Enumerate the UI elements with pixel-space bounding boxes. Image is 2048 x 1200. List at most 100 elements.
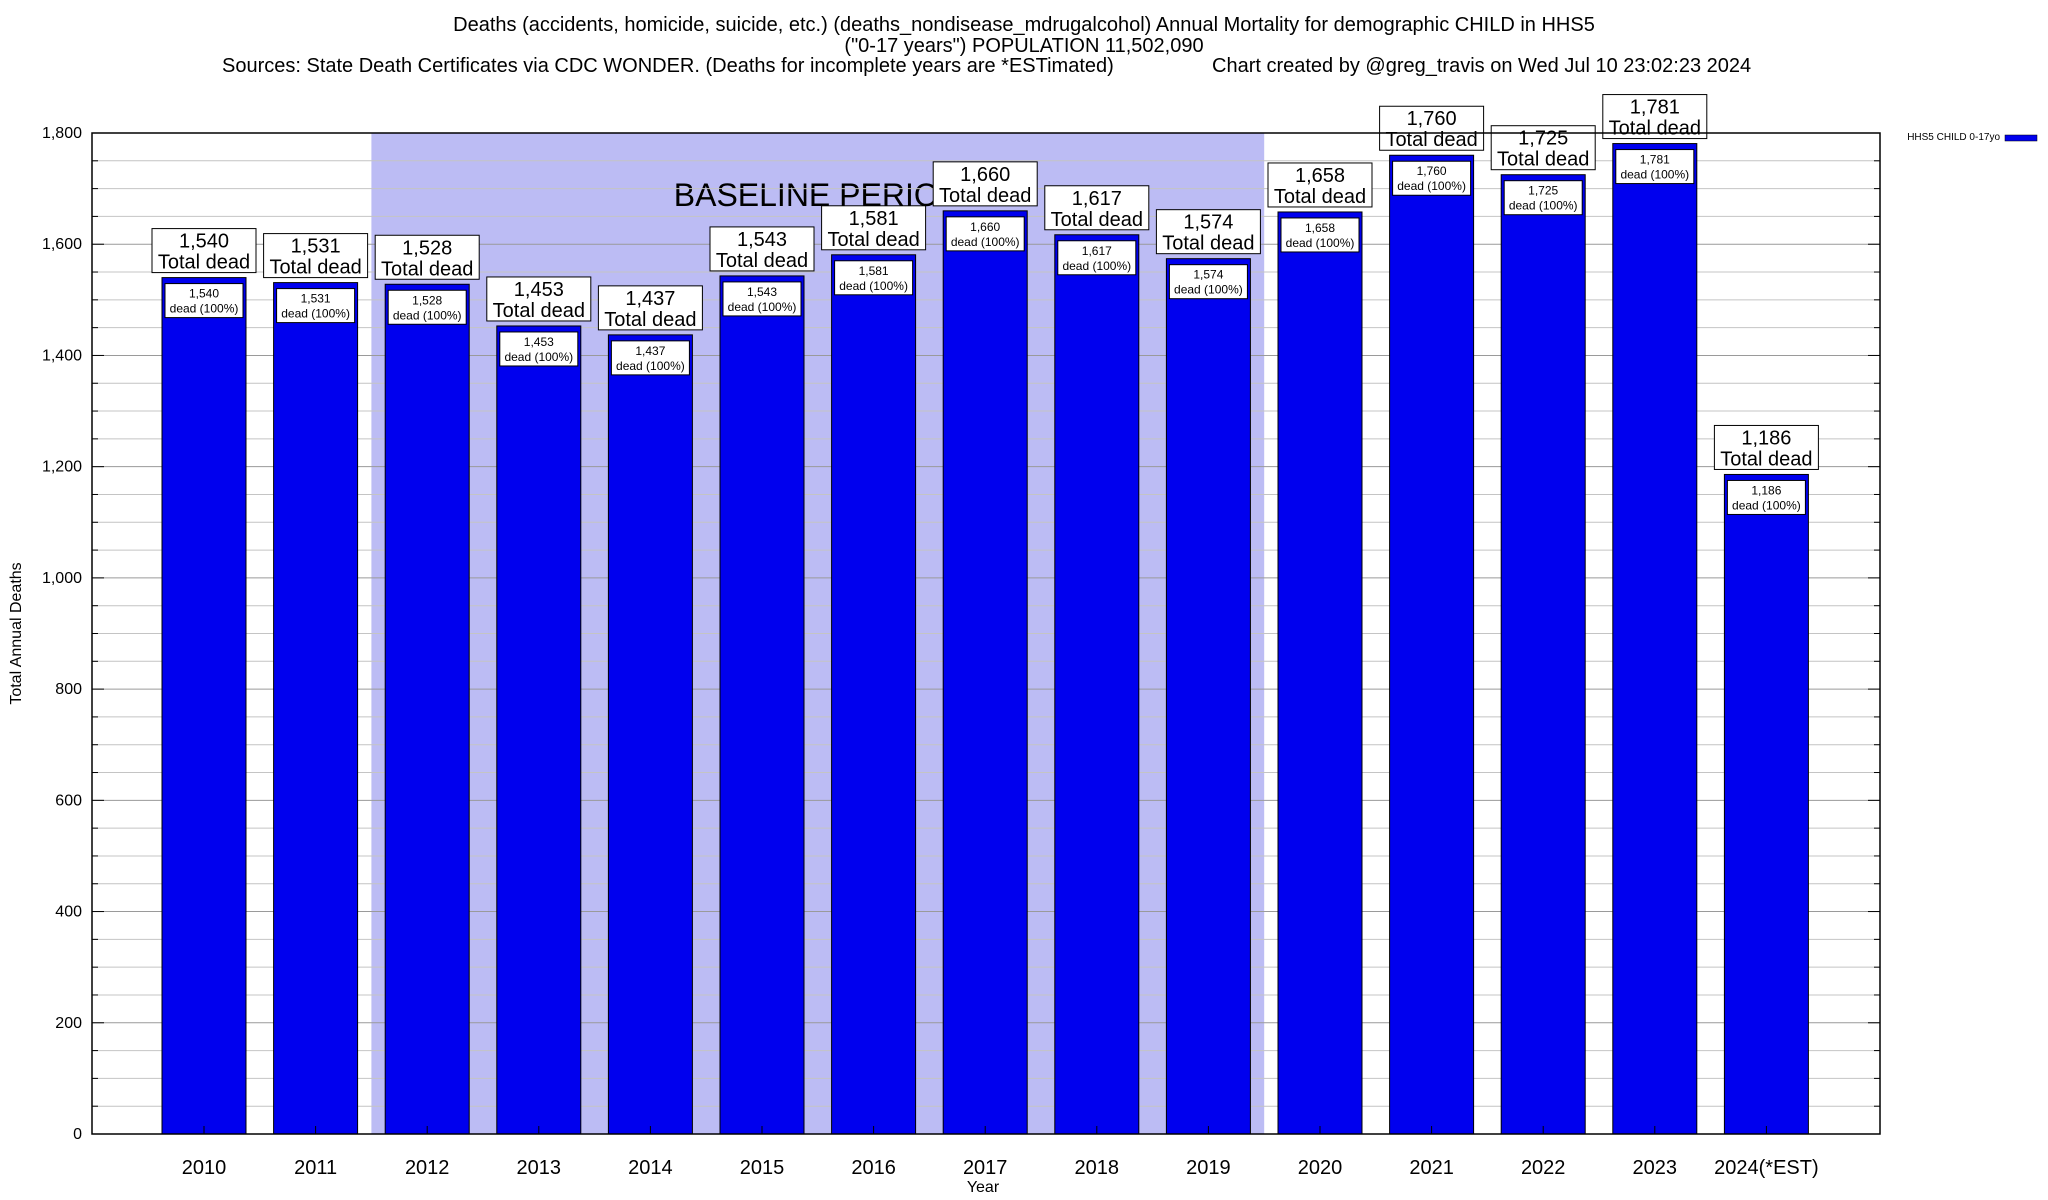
total-label-suffix: Total dead bbox=[939, 185, 1031, 207]
inner-label-box bbox=[722, 281, 802, 317]
bar bbox=[1389, 154, 1475, 1135]
x-axis-label: Year bbox=[967, 1179, 1000, 1196]
y-tick-label: 800 bbox=[55, 681, 82, 698]
bar bbox=[1165, 258, 1251, 1135]
x-tick-label: 2014 bbox=[628, 1157, 673, 1179]
inner-label-box bbox=[276, 288, 356, 324]
total-label-suffix: Total dead bbox=[604, 309, 696, 331]
y-tick-label: 600 bbox=[55, 792, 82, 809]
inner-label-box bbox=[1503, 180, 1583, 216]
inner-label-pct: dead (100%) bbox=[1509, 199, 1578, 213]
y-tick-label: 1,600 bbox=[42, 236, 82, 253]
inner-label-box bbox=[164, 283, 244, 319]
inner-label-value: 1,660 bbox=[970, 220, 1000, 234]
inner-label-box bbox=[1392, 160, 1472, 196]
bar bbox=[1612, 143, 1698, 1135]
total-label-suffix: Total dead bbox=[827, 229, 919, 251]
total-label-box bbox=[1713, 424, 1819, 470]
inner-label-pct: dead (100%) bbox=[281, 307, 350, 321]
inner-label-pct: dead (100%) bbox=[1397, 179, 1466, 193]
inner-label-value: 1,531 bbox=[301, 292, 331, 306]
inner-label-pct: dead (100%) bbox=[1174, 283, 1243, 297]
total-label-suffix: Total dead bbox=[1274, 186, 1366, 208]
inner-label-pct: dead (100%) bbox=[1062, 259, 1131, 273]
inner-label-pct: dead (100%) bbox=[1732, 498, 1801, 512]
total-label-suffix: Total dead bbox=[1385, 129, 1477, 151]
inner-label-value: 1,658 bbox=[1305, 221, 1335, 235]
total-label-suffix: Total dead bbox=[158, 252, 250, 274]
total-label-value: 1,186 bbox=[1741, 427, 1791, 449]
y-tick-label: 1,200 bbox=[42, 459, 82, 476]
inner-label-value: 1,574 bbox=[1193, 268, 1223, 282]
bar bbox=[1723, 473, 1809, 1135]
bar bbox=[273, 282, 359, 1135]
total-label-value: 1,437 bbox=[625, 288, 675, 310]
inner-label-pct: dead (100%) bbox=[1620, 168, 1689, 182]
total-label-suffix: Total dead bbox=[1497, 149, 1589, 171]
inner-label-box bbox=[610, 340, 690, 376]
x-tick-label: 2010 bbox=[182, 1157, 227, 1179]
x-tick-label: 2022 bbox=[1521, 1157, 1566, 1179]
total-label-box bbox=[821, 205, 927, 251]
x-tick-label: 2019 bbox=[1186, 1157, 1231, 1179]
total-label-suffix: Total dead bbox=[716, 250, 808, 272]
bar bbox=[831, 254, 917, 1135]
total-label-suffix: Total dead bbox=[1720, 448, 1812, 470]
inner-label-value: 1,453 bbox=[524, 335, 554, 349]
inner-label-pct: dead (100%) bbox=[1286, 236, 1355, 250]
inner-label-value: 1,760 bbox=[1417, 164, 1447, 178]
bar bbox=[384, 283, 470, 1135]
inner-label-pct: dead (100%) bbox=[728, 300, 797, 314]
x-tick-label: 2017 bbox=[963, 1157, 1008, 1179]
chart-subtitle: ("0-17 years") POPULATION 11,502,090 bbox=[844, 35, 1204, 57]
total-label-value: 1,581 bbox=[849, 208, 899, 230]
legend-label: HHS5 CHILD 0-17yo bbox=[1907, 132, 2000, 143]
inner-label-box bbox=[945, 216, 1025, 252]
x-tick-label: 2018 bbox=[1075, 1157, 1120, 1179]
x-tick-label: 2016 bbox=[851, 1157, 896, 1179]
inner-label-pct: dead (100%) bbox=[839, 279, 908, 293]
bar bbox=[942, 210, 1028, 1135]
plot-frame bbox=[91, 132, 1881, 1135]
legend-swatch bbox=[2004, 134, 2038, 142]
total-label-box bbox=[374, 234, 480, 280]
x-tick-label: 2012 bbox=[405, 1157, 450, 1179]
total-label-value: 1,725 bbox=[1518, 128, 1568, 150]
x-tick-label: 2024(*EST) bbox=[1714, 1157, 1819, 1179]
bar bbox=[1500, 174, 1586, 1135]
inner-label-box bbox=[834, 260, 914, 296]
y-axis-label: Total Annual Deaths bbox=[8, 562, 25, 704]
chart-credit: Chart created by @greg_travis on Wed Jul… bbox=[1212, 55, 1752, 77]
y-tick-label: 1,400 bbox=[42, 347, 82, 364]
chart-title: Deaths (accidents, homicide, suicide, et… bbox=[453, 14, 1595, 36]
total-label-box bbox=[597, 285, 703, 331]
x-tick-label: 2020 bbox=[1298, 1157, 1343, 1179]
inner-label-box bbox=[387, 289, 467, 325]
total-label-box bbox=[1044, 185, 1150, 231]
total-label-box bbox=[151, 228, 257, 274]
inner-label-value: 1,437 bbox=[635, 344, 665, 358]
total-label-box bbox=[1267, 162, 1373, 208]
total-label-value: 1,543 bbox=[737, 229, 787, 251]
inner-label-box bbox=[1168, 264, 1248, 300]
x-tick-label: 2021 bbox=[1409, 1157, 1454, 1179]
total-label-box bbox=[263, 233, 369, 279]
x-tick-label: 2011 bbox=[294, 1157, 337, 1179]
bar bbox=[1277, 211, 1363, 1135]
bar bbox=[496, 325, 582, 1135]
total-label-value: 1,658 bbox=[1295, 165, 1345, 187]
total-label-value: 1,540 bbox=[179, 231, 229, 253]
inner-label-box bbox=[499, 331, 579, 367]
total-label-box bbox=[932, 161, 1038, 207]
bar bbox=[1054, 234, 1140, 1135]
y-tick-label: 1,000 bbox=[42, 570, 82, 587]
chart-sources: Sources: State Death Certificates via CD… bbox=[222, 55, 1114, 77]
inner-label-pct: dead (100%) bbox=[504, 350, 573, 364]
total-label-suffix: Total dead bbox=[381, 258, 473, 280]
x-tick-label: 2023 bbox=[1633, 1157, 1678, 1179]
inner-label-box bbox=[1280, 217, 1360, 253]
total-label-suffix: Total dead bbox=[1162, 233, 1254, 255]
inner-label-box bbox=[1615, 149, 1695, 185]
y-tick-label: 400 bbox=[55, 904, 82, 921]
